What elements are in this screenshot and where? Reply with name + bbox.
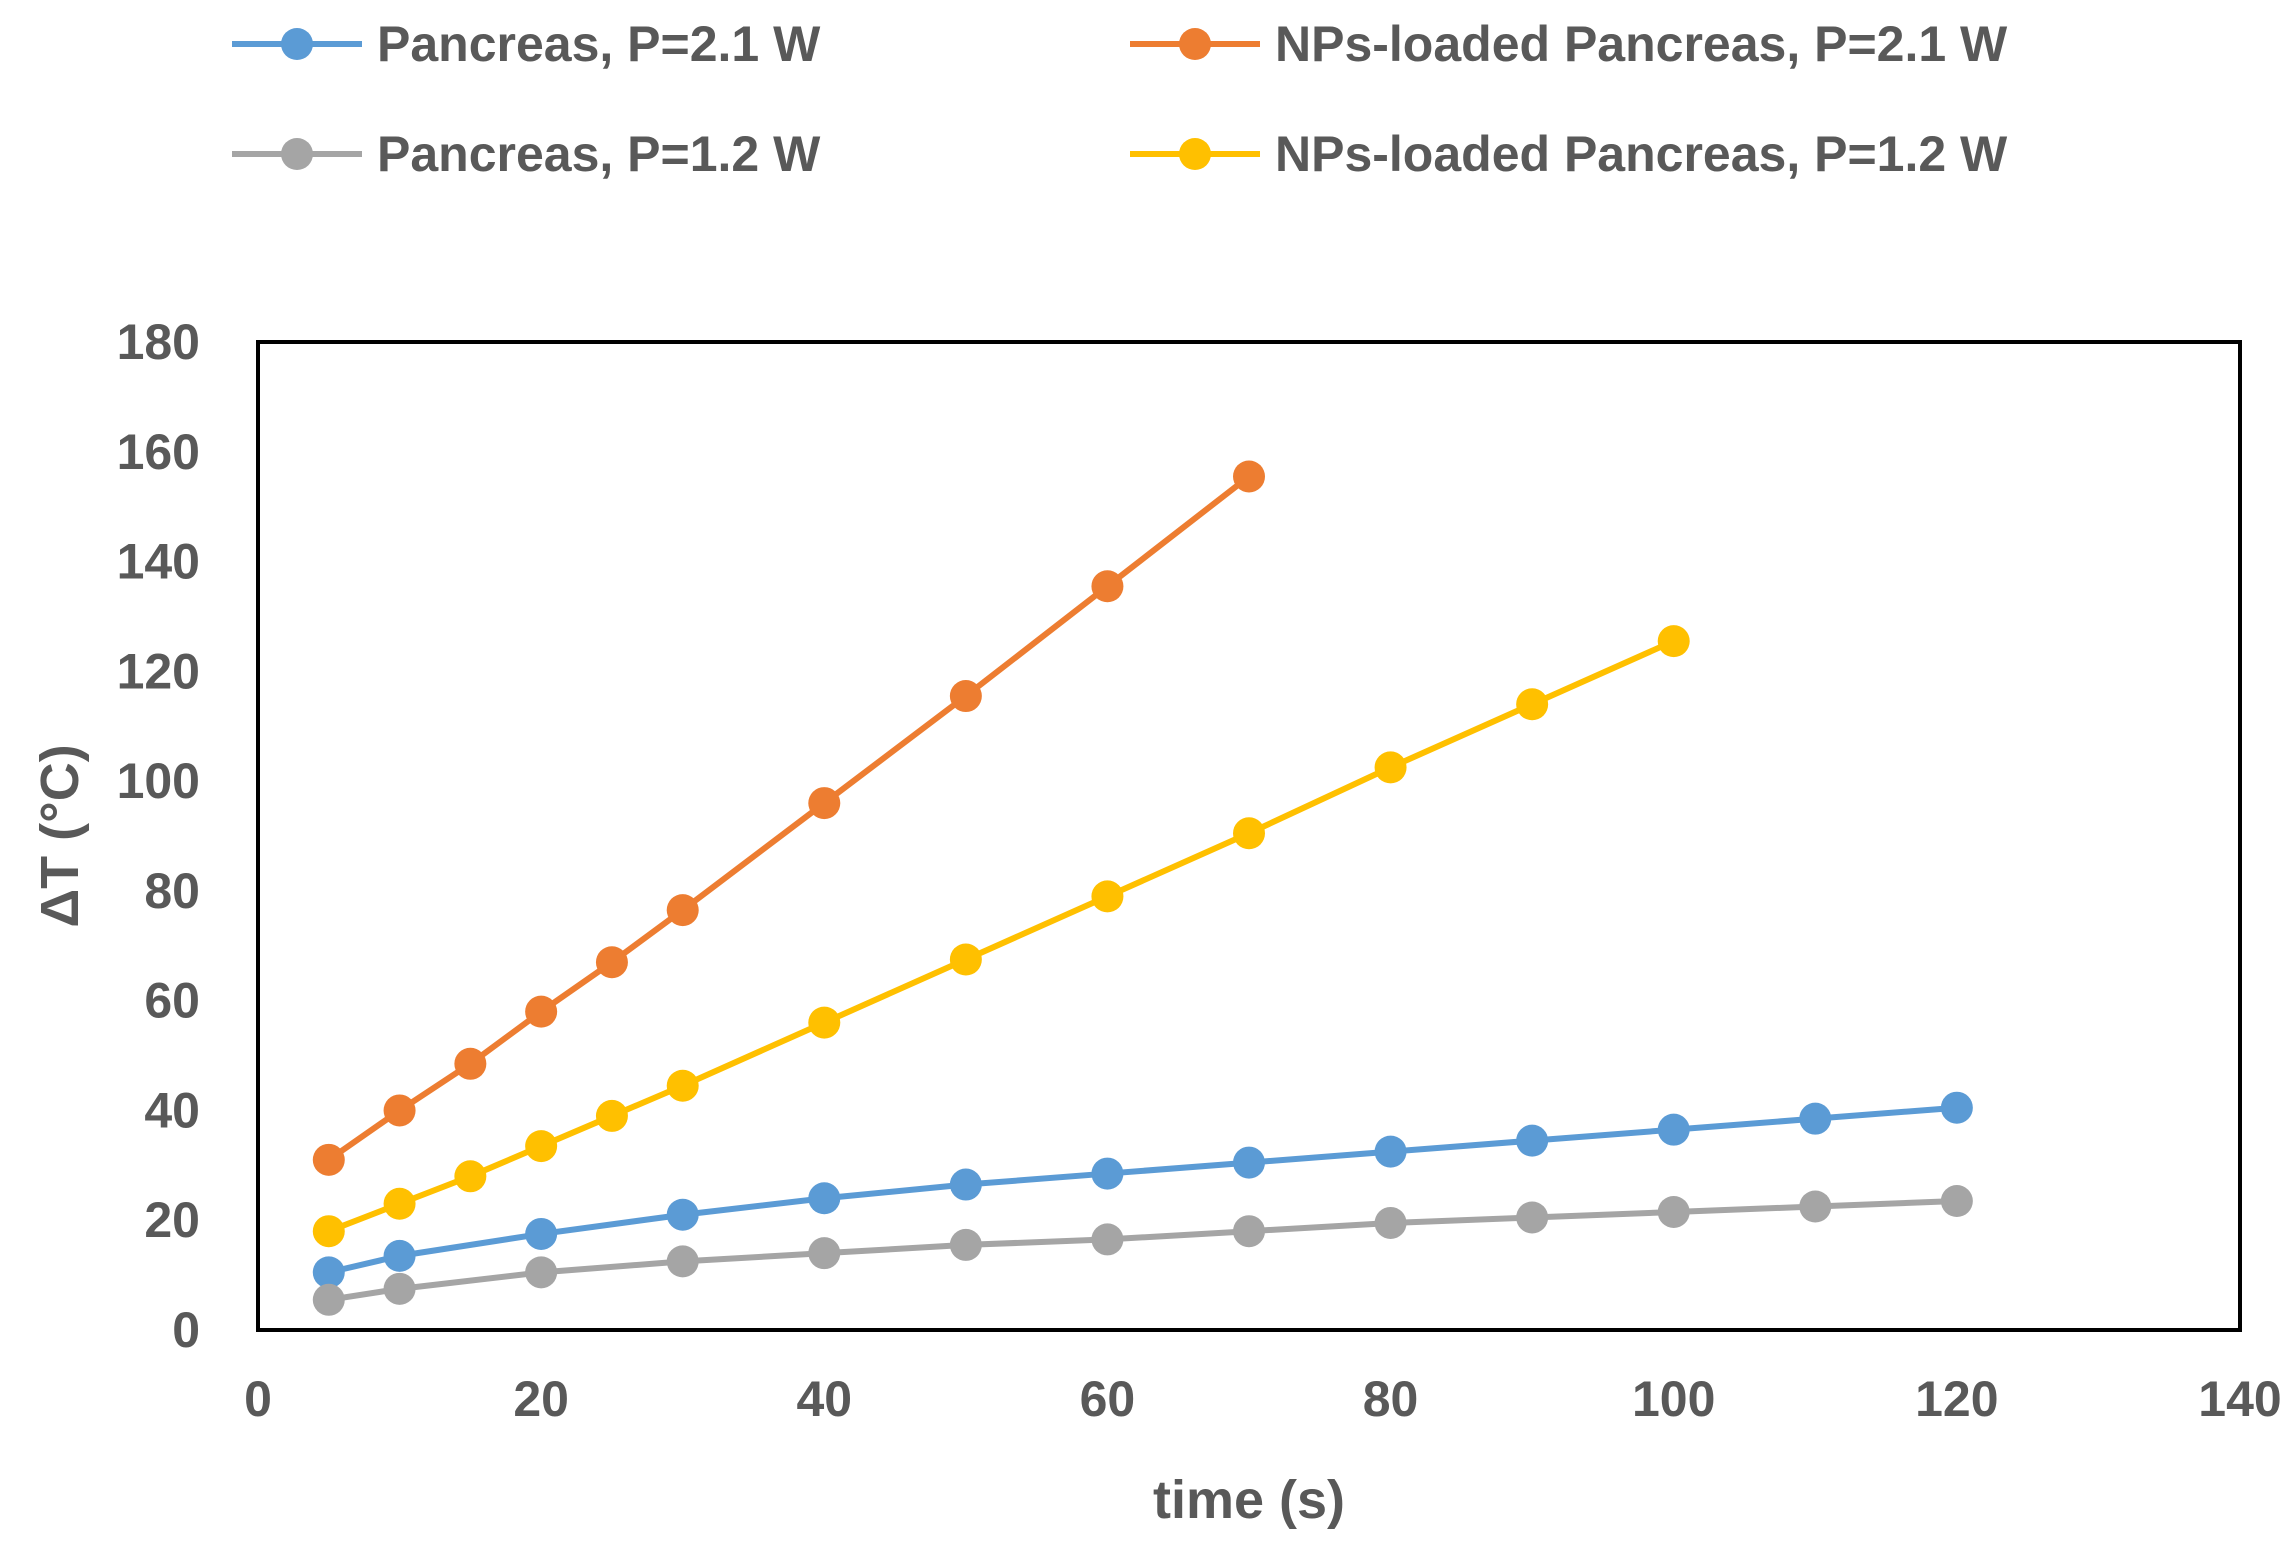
plot-area-frame [256,340,2242,1332]
x-tick-label: 60 [1080,1371,1136,1427]
data-point [454,1160,487,1193]
y-axis-ticks: 0 20 40 60 80 100 120 140 160 180 [117,314,200,1358]
data-point [666,1198,699,1231]
data-point [1091,880,1124,913]
data-point [525,1130,558,1163]
series-nps-loaded-pancreas-p-2-1-w [312,460,1265,1176]
data-point [949,680,982,713]
data-point [1516,1124,1549,1157]
x-tick-label: 0 [244,1371,272,1427]
legend-item: NPs-loaded Pancreas, P=1.2 W [1130,126,2008,182]
x-tick-label: 140 [2198,1371,2281,1427]
legend-swatch-marker [281,138,313,170]
data-point [1516,1201,1549,1234]
data-point [808,1237,841,1270]
series-layer [312,460,1973,1316]
data-point [312,1143,345,1176]
data-point [1799,1190,1832,1223]
data-point [312,1283,345,1316]
data-point [808,787,841,820]
series-nps-loaded-pancreas-p-1-2-w [312,625,1690,1248]
data-point [949,943,982,976]
data-point [1374,1135,1407,1168]
y-tick-label: 140 [117,534,200,590]
data-point [1091,570,1124,603]
y-axis-title: ΔT (°C) [30,744,90,927]
data-point [666,1245,699,1278]
y-tick-label: 20 [144,1192,200,1248]
data-point [525,995,558,1028]
legend-label: NPs-loaded Pancreas, P=1.2 W [1275,126,2008,182]
x-tick-label: 100 [1632,1371,1715,1427]
y-tick-label: 120 [117,643,200,699]
legend-swatch-marker [1179,138,1211,170]
data-point [1940,1185,1973,1218]
legend-swatch-marker [281,28,313,60]
legend-item: Pancreas, P=2.1 W [232,16,821,72]
y-tick-label: 40 [144,1082,200,1138]
y-tick-label: 180 [117,314,200,370]
y-tick-label: 160 [117,424,200,480]
x-tick-label: 40 [796,1371,852,1427]
x-axis-ticks: 0 20 40 60 80 100 120 140 [244,1371,2282,1427]
data-point [1091,1157,1124,1190]
x-tick-label: 80 [1363,1371,1419,1427]
data-point [312,1256,345,1289]
legend-label: NPs-loaded Pancreas, P=2.1 W [1275,16,2008,72]
data-point [383,1187,416,1220]
data-point [595,946,628,979]
data-point [1091,1223,1124,1256]
legend-swatch-marker [1179,28,1211,60]
series-line [325,1198,1960,1303]
data-point [383,1239,416,1272]
legend-label: Pancreas, P=1.2 W [377,126,821,182]
y-tick-label: 60 [144,973,200,1029]
series-pancreas-p-1-2-w [312,1185,1973,1316]
data-point [808,1006,841,1039]
legend-item: NPs-loaded Pancreas, P=2.1 W [1130,16,2008,72]
x-axis-title: time (s) [1153,1470,1345,1530]
data-point [1799,1102,1832,1135]
data-point [1940,1091,1973,1124]
y-tick-label: 0 [172,1302,200,1358]
data-point [312,1215,345,1248]
data-point [525,1217,558,1250]
series-line [325,473,1252,1163]
x-tick-label: 20 [513,1371,569,1427]
data-point [1233,460,1265,493]
legend-label: Pancreas, P=2.1 W [377,16,821,72]
x-tick-label: 120 [1915,1371,1998,1427]
y-tick-label: 80 [144,863,200,919]
data-point [383,1094,416,1127]
data-point [666,894,699,927]
data-point [666,1069,699,1102]
data-point [1233,1215,1265,1248]
data-point [808,1182,841,1215]
data-point [1657,1195,1690,1228]
data-point [595,1099,628,1132]
data-point [1374,1206,1407,1239]
legend: Pancreas, P=2.1 W NPs-loaded Pancreas, P=… [232,16,2008,182]
data-point [454,1047,487,1080]
data-point [1233,1146,1265,1179]
legend-item: Pancreas, P=1.2 W [232,126,821,182]
data-point [949,1168,982,1201]
data-point [1657,1113,1690,1146]
data-point [1374,751,1407,784]
data-point [949,1228,982,1261]
data-point [1516,688,1549,721]
series-pancreas-p-2-1-w [312,1091,1973,1289]
data-point [1657,625,1690,658]
data-point [1233,817,1265,850]
y-tick-label: 100 [117,753,200,809]
data-point [383,1272,416,1305]
data-point [525,1256,558,1289]
